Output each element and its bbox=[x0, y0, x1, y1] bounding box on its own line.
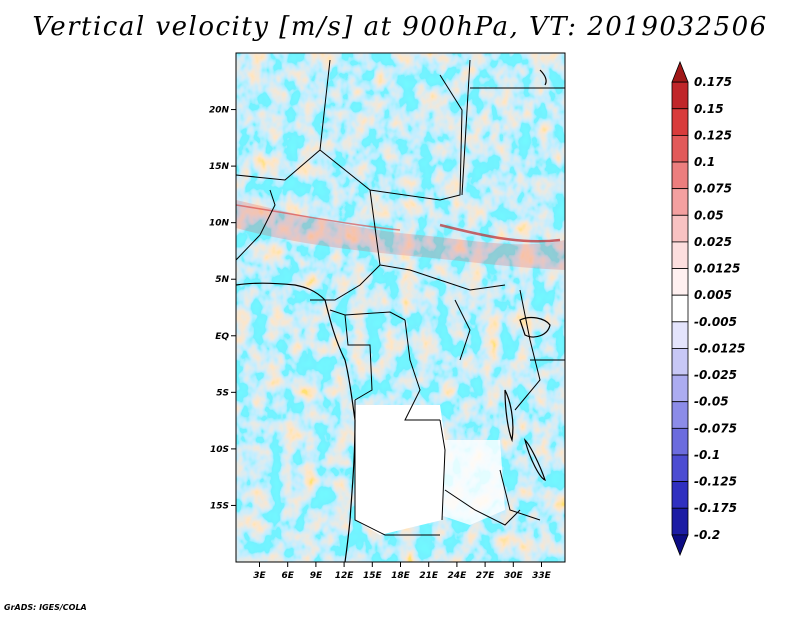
colorbar-swatch bbox=[671, 348, 689, 376]
y-tick-label: 15N bbox=[209, 162, 230, 172]
x-tick-label: 27E bbox=[476, 571, 496, 581]
colorbar-label: 0.005 bbox=[694, 288, 732, 302]
colorbar-swatch bbox=[671, 507, 689, 536]
y-tick-label: 15S bbox=[210, 501, 229, 511]
colorbar-label: -0.125 bbox=[694, 475, 737, 489]
colorbar-swatch bbox=[671, 374, 689, 403]
colorbar-label: -0.1 bbox=[694, 448, 720, 462]
y-tick-label: 10N bbox=[209, 219, 230, 229]
colorbar-swatch bbox=[671, 481, 689, 509]
heatmap-field bbox=[236, 53, 565, 562]
colorbar-label: 0.15 bbox=[694, 102, 724, 116]
colorbar-swatch bbox=[671, 321, 689, 349]
colorbar-label: 0.0125 bbox=[694, 262, 740, 276]
chart-title: Vertical velocity [m/s] at 900hPa, VT: 2… bbox=[32, 12, 768, 42]
colorbar-swatch bbox=[671, 188, 689, 216]
x-tick-label: 9E bbox=[310, 571, 323, 581]
colorbar-swatch bbox=[671, 161, 689, 190]
x-tick-label: 18E bbox=[391, 571, 411, 581]
y-tick-label: EQ bbox=[215, 332, 229, 342]
colorbar-label: -0.175 bbox=[694, 501, 737, 515]
colorbar-label: 0.075 bbox=[694, 182, 732, 196]
x-tick-label: 21E bbox=[419, 571, 439, 581]
colorbar: 0.175 0.15 0.125 0.1 0.075 0.05 0.025 0.0125 0.0… bbox=[671, 60, 745, 557]
colorbar-label: 0.1 bbox=[694, 155, 715, 169]
coastlines bbox=[236, 69, 551, 562]
x-tick-label: 33E bbox=[532, 571, 552, 581]
colorbar-swatch bbox=[671, 214, 689, 243]
colorbar-label: 0.025 bbox=[694, 235, 732, 249]
colorbar-label: -0.2 bbox=[694, 528, 720, 542]
colorbar-label: -0.0125 bbox=[694, 341, 745, 355]
credit-label: GrADS: IGES/COLA bbox=[4, 603, 87, 612]
colorbar-label: -0.05 bbox=[694, 395, 729, 409]
colorbar-swatch bbox=[671, 268, 689, 296]
colorbar-swatch bbox=[671, 454, 689, 483]
colorbar-top-arrow bbox=[671, 60, 689, 83]
x-tick-label: 12E bbox=[335, 571, 355, 581]
colorbar-label: -0.075 bbox=[694, 421, 737, 435]
country-boundaries bbox=[236, 59, 565, 536]
colorbar-bottom-arrow bbox=[671, 534, 689, 557]
y-axis: 20N 15N 10N 5N EQ 5S 10S 15S bbox=[209, 106, 236, 511]
colorbar-swatch bbox=[671, 134, 689, 163]
x-tick-label: 24E bbox=[448, 571, 468, 581]
x-tick-label: 30E bbox=[504, 571, 524, 581]
colorbar-swatch bbox=[671, 401, 689, 429]
colorbar-swatch bbox=[671, 108, 689, 136]
colorbar-label: 0.175 bbox=[694, 75, 732, 89]
colorbar-swatch bbox=[671, 294, 689, 323]
colorbar-label: 0.05 bbox=[694, 208, 724, 222]
y-tick-label: 10S bbox=[210, 445, 229, 455]
x-tick-label: 6E bbox=[281, 571, 294, 581]
colorbar-swatch bbox=[671, 241, 689, 269]
colorbar-label: -0.025 bbox=[694, 368, 737, 382]
colorbar-label: -0.005 bbox=[694, 315, 737, 329]
colorbar-swatch bbox=[671, 81, 689, 110]
y-tick-label: 20N bbox=[209, 106, 230, 116]
y-tick-label: 5S bbox=[216, 388, 229, 398]
colorbar-swatch bbox=[671, 427, 689, 456]
x-axis: 3E 6E 9E 12E 15E 18E 21E 24E 27E 30E 33E bbox=[253, 562, 552, 581]
y-tick-label: 5N bbox=[215, 275, 229, 285]
x-tick-label: 15E bbox=[363, 571, 383, 581]
x-tick-label: 3E bbox=[253, 571, 266, 581]
colorbar-label: 0.125 bbox=[694, 128, 732, 142]
